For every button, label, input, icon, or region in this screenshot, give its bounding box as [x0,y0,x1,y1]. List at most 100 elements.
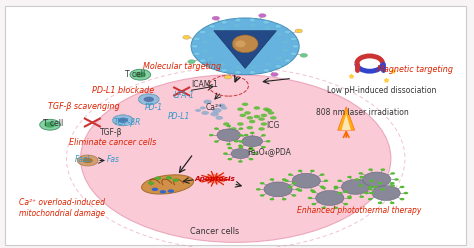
Circle shape [152,103,155,104]
Circle shape [234,140,238,143]
Circle shape [231,149,250,158]
Circle shape [363,172,391,187]
Circle shape [268,111,274,115]
Circle shape [144,97,154,102]
Circle shape [201,111,209,115]
Circle shape [390,182,395,185]
Text: Fe₃O₄@PDA: Fe₃O₄@PDA [247,147,292,156]
Circle shape [359,195,364,198]
Ellipse shape [81,75,391,242]
Circle shape [130,69,151,80]
Circle shape [249,18,255,22]
Circle shape [238,140,243,143]
Circle shape [209,25,216,28]
Circle shape [200,59,206,62]
Circle shape [265,63,271,65]
Text: Eliminate cancer cells: Eliminate cancer cells [69,138,156,147]
Circle shape [355,178,359,181]
Circle shape [368,186,373,188]
Circle shape [242,102,248,106]
Circle shape [218,104,225,107]
Circle shape [378,182,383,185]
Circle shape [117,124,120,125]
Circle shape [369,180,374,182]
Circle shape [209,134,214,136]
Circle shape [249,158,254,160]
Circle shape [359,176,364,178]
Circle shape [234,24,240,27]
Circle shape [308,197,312,199]
Circle shape [238,145,243,147]
Circle shape [223,152,228,155]
Circle shape [266,140,271,143]
Circle shape [221,106,228,110]
Circle shape [324,180,328,182]
Circle shape [284,30,291,34]
Circle shape [260,194,264,197]
Circle shape [224,75,232,79]
Circle shape [214,127,219,130]
Circle shape [226,143,231,146]
Polygon shape [214,31,276,68]
Circle shape [263,69,269,72]
Circle shape [126,124,129,125]
Circle shape [237,107,244,111]
Circle shape [298,189,302,192]
Circle shape [195,109,201,112]
Circle shape [368,198,373,200]
Text: TGF-β scavenging: TGF-β scavenging [48,102,119,111]
Circle shape [390,202,395,204]
Circle shape [226,125,231,127]
Circle shape [191,18,299,75]
Circle shape [250,132,255,134]
Circle shape [172,179,179,182]
Circle shape [364,192,369,194]
Circle shape [250,148,255,151]
Circle shape [235,18,241,22]
Circle shape [160,190,166,193]
Circle shape [253,152,258,155]
Text: LFA-1: LFA-1 [173,91,194,100]
Ellipse shape [142,175,193,194]
Circle shape [300,53,308,57]
Circle shape [381,168,385,171]
Circle shape [334,187,338,189]
Text: Ca²⁺ overload-induced
mitochondrial damage: Ca²⁺ overload-induced mitochondrial dama… [19,198,105,217]
Circle shape [238,160,243,163]
Circle shape [220,63,225,66]
Text: TGF-β: TGF-β [100,128,122,137]
Circle shape [239,114,246,117]
Circle shape [143,94,146,96]
Text: Ca²⁺: Ca²⁺ [206,103,223,113]
Circle shape [212,108,221,113]
Circle shape [263,21,269,24]
Circle shape [200,30,206,34]
Circle shape [261,134,266,137]
Circle shape [369,192,374,194]
Circle shape [295,188,300,190]
Circle shape [403,192,408,194]
Circle shape [246,116,253,120]
Text: Enhanced photothermal therapy: Enhanced photothermal therapy [297,206,421,215]
Circle shape [290,37,297,41]
Circle shape [260,182,264,185]
Circle shape [292,173,320,188]
Circle shape [391,172,395,175]
Text: ICG: ICG [266,121,280,130]
Circle shape [249,120,255,123]
Circle shape [217,129,240,141]
Circle shape [321,207,326,209]
Circle shape [156,98,160,100]
Circle shape [230,127,237,131]
Circle shape [292,194,296,197]
Circle shape [250,24,256,27]
Circle shape [276,33,282,36]
Circle shape [237,122,244,126]
Circle shape [270,116,277,120]
Text: Magnetic targeting: Magnetic targeting [377,65,453,74]
Circle shape [223,122,229,126]
Circle shape [112,120,115,121]
Circle shape [321,187,326,189]
Text: Cancer cells: Cancer cells [190,227,239,236]
Circle shape [292,45,299,48]
